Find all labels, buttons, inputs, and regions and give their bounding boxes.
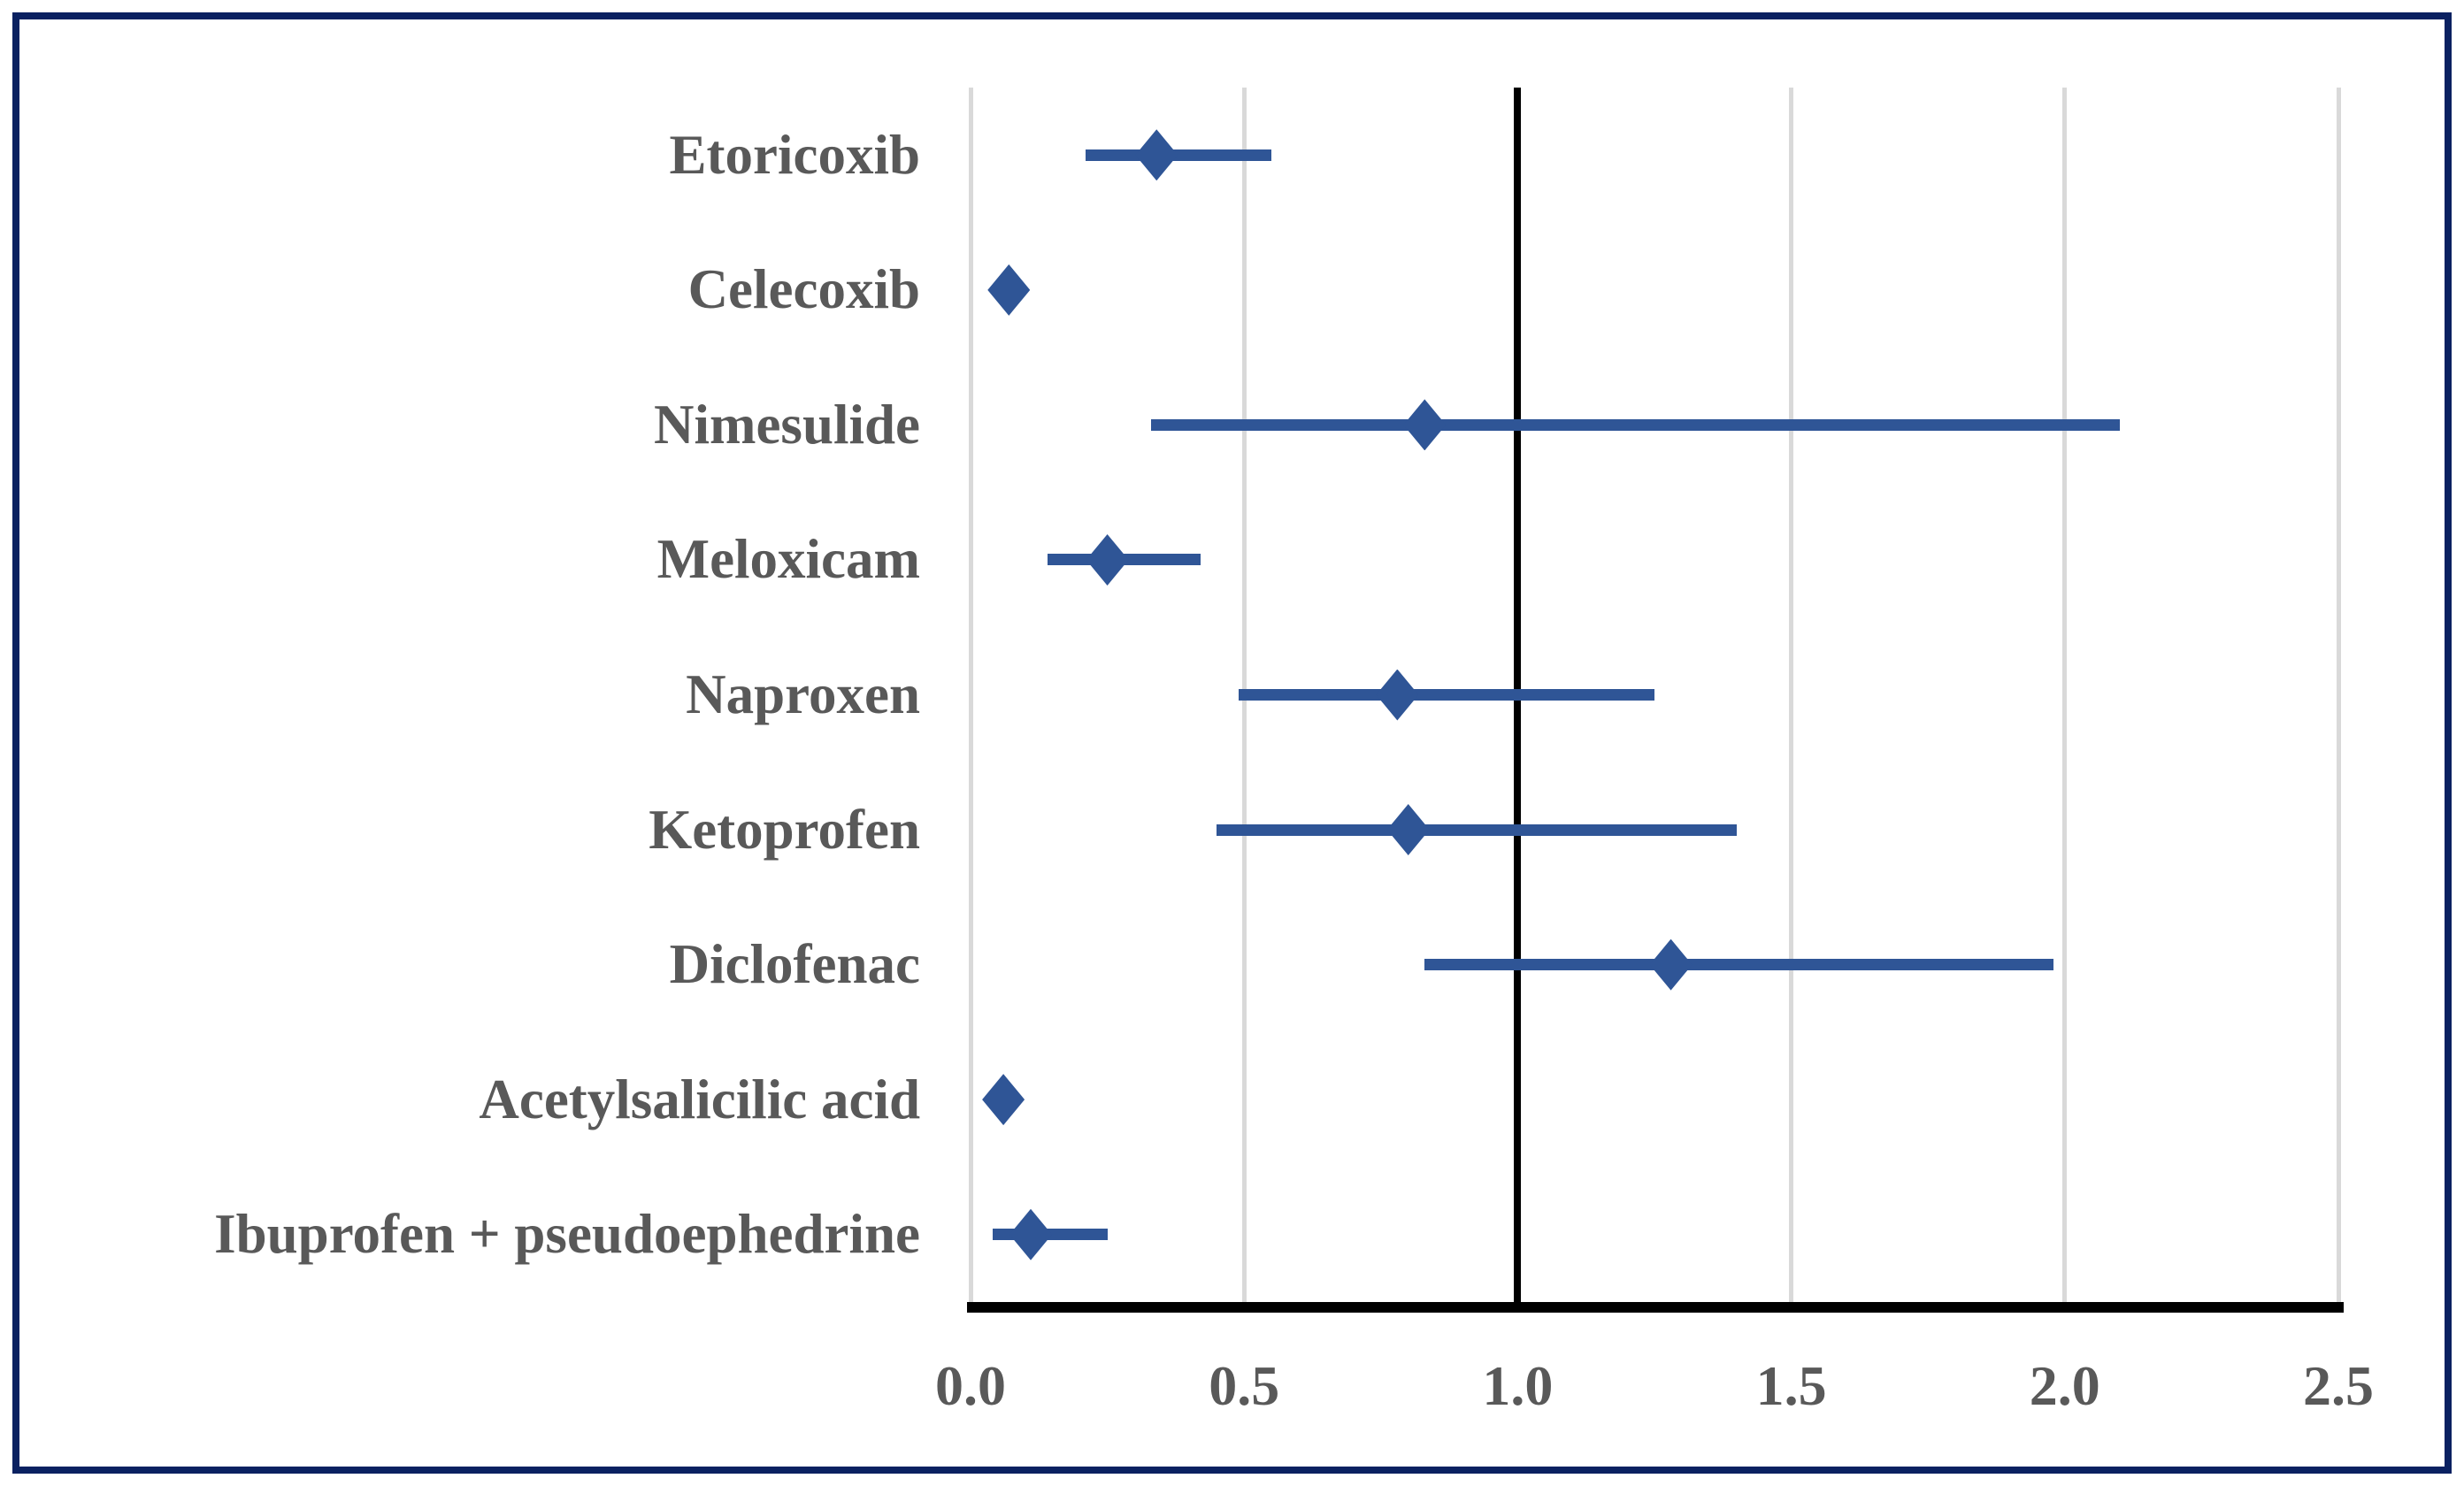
category-label: Acetylsalicilic acid [479,1068,920,1130]
category-label: Naproxen [686,663,920,725]
gridline [2336,88,2341,1302]
category-label: Ketoprofen [649,798,920,861]
x-tick-label: 2.0 [2029,1354,2100,1417]
category-label: Nimesulide [653,393,920,456]
x-tick-label: 1.0 [1482,1354,1554,1417]
category-label: Diclofenac [669,933,920,996]
category-label: Ibuprofen + pseudoephedrine [214,1203,920,1266]
diamond-marker [1403,399,1447,451]
ci-line [1217,823,1737,836]
x-tick-label: 1.5 [1755,1354,1827,1417]
diamond-marker [1649,938,1693,991]
diamond-marker [1086,533,1129,586]
ci-line [1085,149,1272,161]
gridline [2062,88,2068,1302]
diamond-marker [987,264,1031,316]
diamond-marker [1376,669,1419,721]
x-tick-label: 0.5 [1209,1354,1280,1417]
ci-line [1151,418,2120,431]
ci-line [1424,959,2054,971]
gridline [1789,88,1794,1302]
x-tick-label: 2.5 [2303,1354,2374,1417]
category-label: Etoricoxib [669,123,920,186]
gridline [968,88,973,1302]
x-tick-label: 0.0 [935,1354,1006,1417]
diamond-marker [1386,804,1430,856]
diamond-marker [1009,1208,1053,1260]
x-axis-line [967,1302,2344,1313]
diamond-marker [982,1074,1025,1126]
category-label: Meloxicam [656,528,920,591]
ci-line [1239,689,1654,701]
category-label: Celecoxib [687,258,920,321]
diamond-marker [1135,129,1178,181]
